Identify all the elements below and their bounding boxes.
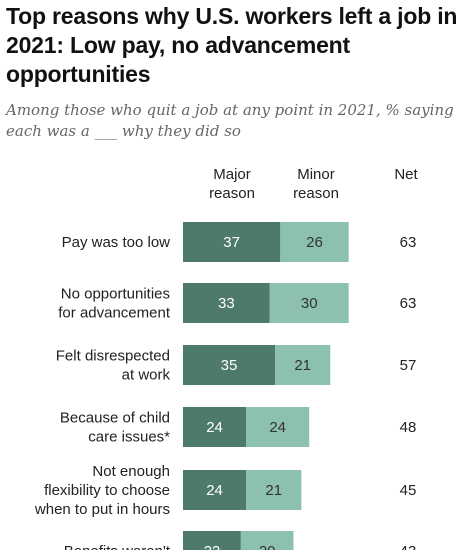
category-label: when to put in hours xyxy=(34,501,170,518)
bar-minor-reason xyxy=(275,345,331,385)
bar-minor-reason xyxy=(246,470,302,510)
value-label-minor: 20 xyxy=(259,543,276,550)
net-value: 45 xyxy=(400,482,417,499)
bar-major-reason xyxy=(183,283,270,323)
category-label: at work xyxy=(122,367,171,384)
bar-minor-reason xyxy=(269,283,349,323)
category-label: Not enough xyxy=(92,463,170,480)
value-label-major: 24 xyxy=(206,482,223,499)
bar-major-reason xyxy=(183,345,276,385)
value-label-minor: 21 xyxy=(265,482,282,499)
category-label: Pay was too low xyxy=(62,234,171,251)
net-value: 63 xyxy=(400,295,417,312)
bar-minor-reason xyxy=(280,222,349,262)
column-header-minor-line2: reason xyxy=(293,185,339,202)
column-header-major: Major reason xyxy=(200,165,264,203)
net-value: 43 xyxy=(400,543,417,550)
category-label: Because of child xyxy=(60,410,170,427)
net-value: 57 xyxy=(400,357,417,374)
bar-major-reason xyxy=(183,531,241,550)
bar-major-reason xyxy=(183,407,247,447)
category-label: No opportunities xyxy=(61,286,170,303)
chart-title: Top reasons why U.S. workers left a job … xyxy=(6,3,458,87)
chart-subtitle: Among those who quit a job at any point … xyxy=(6,101,454,140)
category-label: flexibility to choose xyxy=(44,482,170,499)
value-label-major: 22 xyxy=(204,543,221,550)
value-label-minor: 26 xyxy=(306,234,323,251)
category-label: Felt disrespected xyxy=(56,348,170,365)
bar-minor-reason xyxy=(240,531,294,550)
value-label-minor: 30 xyxy=(301,295,318,312)
category-label: Benefits weren't xyxy=(64,543,171,550)
value-label-minor: 24 xyxy=(269,419,286,436)
value-label-major: 35 xyxy=(221,357,238,374)
net-value: 63 xyxy=(400,234,417,251)
net-value: 48 xyxy=(400,419,417,436)
column-header-minor-line1: Minor xyxy=(297,166,335,183)
value-label-major: 33 xyxy=(218,295,235,312)
value-label-major: 37 xyxy=(223,234,240,251)
category-label: for advancement xyxy=(58,305,171,322)
value-label-minor: 21 xyxy=(294,357,311,374)
value-label-major: 24 xyxy=(206,419,223,436)
column-header-major-line1: Major xyxy=(213,166,251,183)
bar-minor-reason xyxy=(246,407,310,447)
column-header-net: Net xyxy=(394,166,418,183)
bar-major-reason xyxy=(183,222,281,262)
column-header-major-line2: reason xyxy=(209,185,255,202)
column-header-minor: Minor reason xyxy=(284,165,348,203)
category-label: care issues* xyxy=(88,429,170,446)
bar-major-reason xyxy=(183,470,247,510)
